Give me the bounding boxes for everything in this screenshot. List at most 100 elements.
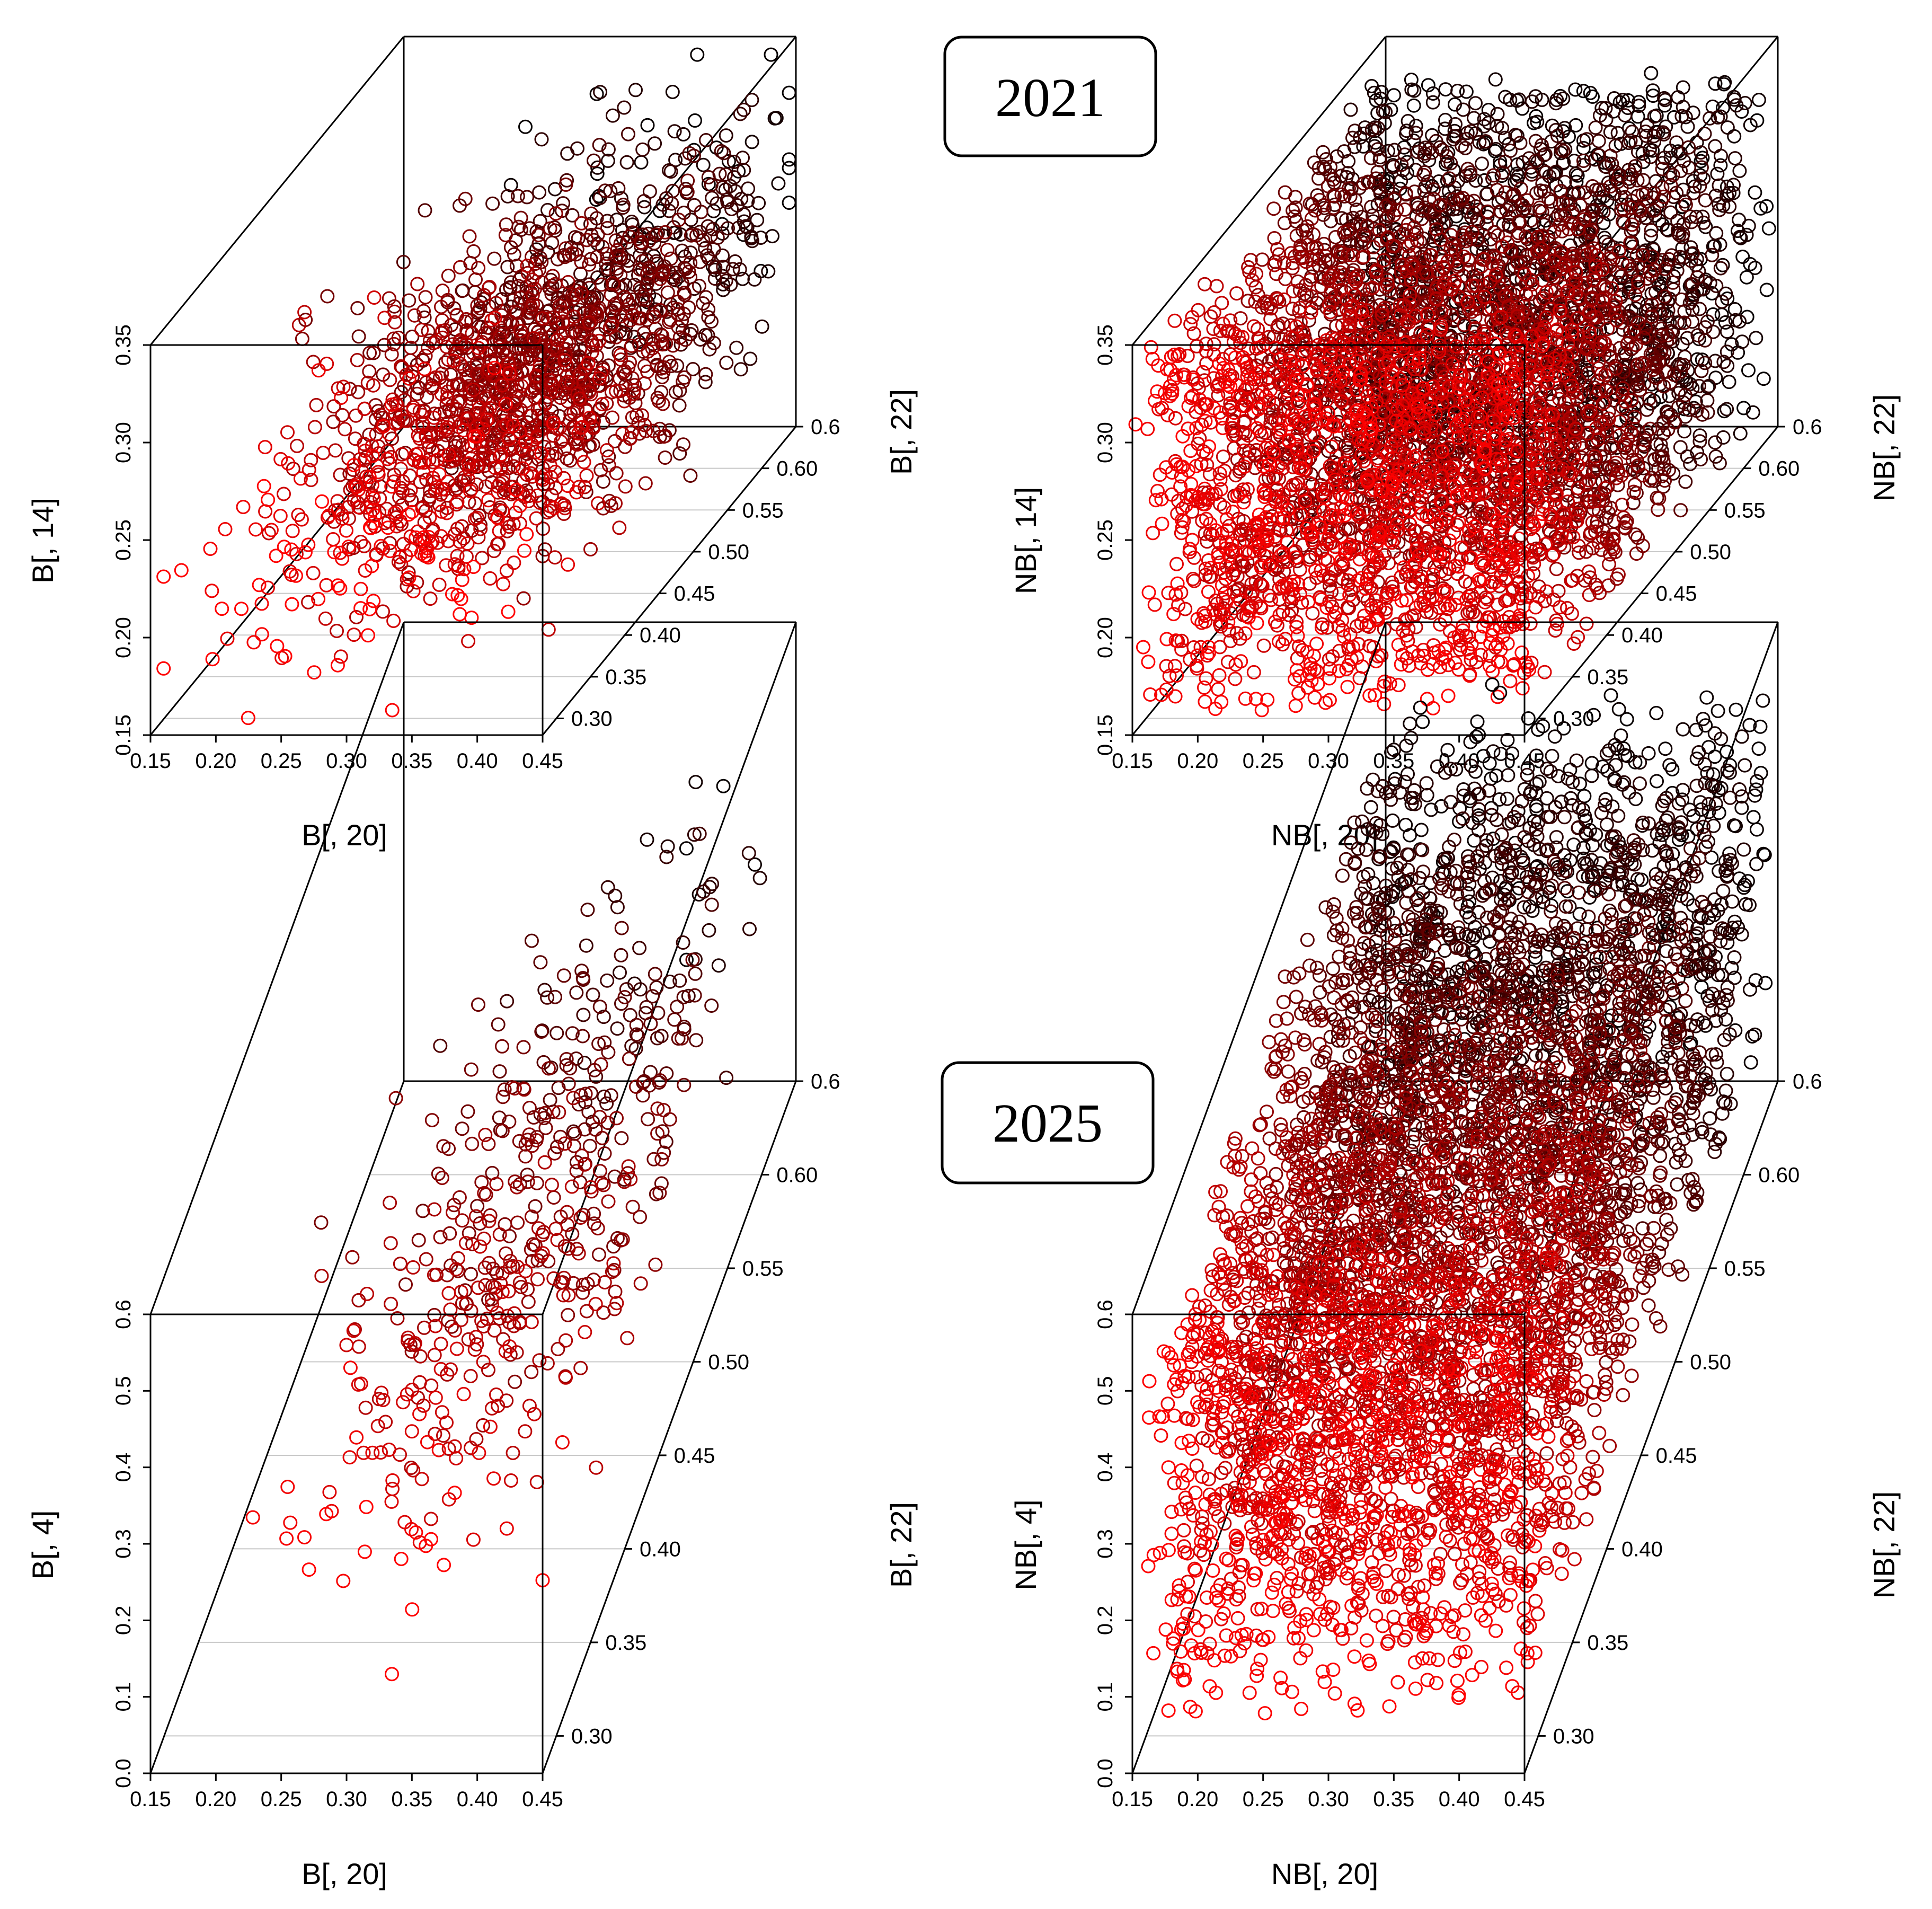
x-tick-label: 0.45 [522, 749, 563, 773]
data-point [1714, 148, 1728, 163]
data-point [351, 385, 366, 400]
data-point [704, 228, 718, 243]
data-point [1692, 302, 1707, 316]
data-point [462, 229, 477, 244]
data-point [417, 515, 432, 530]
data-point [1278, 185, 1292, 200]
data-point [333, 649, 348, 664]
data-point [518, 119, 533, 134]
data-point [285, 524, 300, 538]
data-point [339, 523, 353, 538]
data-point [285, 597, 299, 612]
data-point [541, 622, 556, 637]
data-point [297, 305, 312, 320]
data-point [519, 527, 534, 542]
data-point [315, 494, 329, 509]
data-point [698, 375, 713, 390]
data-point [520, 190, 534, 205]
data-point [579, 468, 594, 483]
data-point [418, 203, 432, 218]
data-point [728, 254, 742, 269]
data-point [330, 658, 345, 673]
data-point [706, 204, 721, 218]
data-point [683, 469, 698, 483]
data-point [724, 202, 739, 216]
data-point [628, 83, 643, 98]
data-point [1720, 324, 1734, 339]
data-point [1676, 80, 1690, 95]
data-point [639, 282, 653, 297]
data-point [598, 183, 613, 198]
data-point [637, 200, 652, 215]
data-point [1705, 248, 1720, 262]
y-tick-label: 0.40 [640, 624, 681, 647]
data-point [205, 584, 219, 598]
data-point [1713, 261, 1728, 276]
y-tick-label: 0.50 [708, 541, 749, 564]
data-point [731, 220, 746, 235]
data-point [735, 151, 750, 165]
data-point [261, 526, 276, 541]
data-point [507, 555, 521, 570]
data-point [732, 262, 747, 277]
data-point [672, 446, 687, 461]
data-point [320, 289, 335, 304]
data-point [1450, 84, 1465, 98]
data-point [423, 591, 438, 606]
data-point [590, 270, 605, 285]
x-tick-label: 0.30 [326, 749, 367, 773]
data-point [156, 569, 171, 584]
data-point [570, 141, 584, 156]
data-point [723, 277, 738, 292]
scatter3d-2021-nb: 0.15 0.20 0.25 0.30 0.35 0.40 0.450.150.200.25… [1009, 36, 1901, 852]
data-point [616, 200, 631, 215]
data-point [729, 340, 744, 355]
data-point [306, 565, 321, 580]
data-point [501, 604, 516, 619]
data-point [719, 128, 733, 143]
data-point [621, 253, 636, 268]
data-point [619, 155, 634, 170]
data-point [709, 140, 724, 155]
data-point [666, 220, 681, 235]
data-point [351, 329, 366, 344]
data-point [320, 356, 334, 371]
data-point [273, 509, 288, 523]
data-point [335, 408, 350, 422]
data-point [1671, 90, 1686, 105]
data-point [648, 136, 662, 151]
data-point [417, 361, 432, 376]
data-point [318, 611, 333, 626]
data-point [707, 271, 722, 286]
data-point [380, 452, 395, 466]
data-point [635, 236, 650, 251]
data-point [281, 456, 296, 471]
data-point [220, 631, 235, 646]
data-point [764, 47, 778, 62]
data-point [706, 335, 721, 350]
data-point [782, 152, 796, 167]
data-point [616, 326, 631, 341]
x-tick-label: 0.40 [457, 749, 498, 773]
data-point [704, 314, 719, 329]
data-point [534, 132, 549, 147]
data-point [316, 446, 331, 460]
data-point [1727, 129, 1742, 144]
data-point [601, 334, 616, 349]
data-point [680, 184, 695, 199]
data-point [410, 277, 425, 291]
data-point [510, 189, 525, 204]
data-point [499, 563, 514, 578]
data-point [1663, 205, 1678, 220]
data-point [639, 293, 653, 307]
data-point [487, 251, 502, 266]
data-point [680, 173, 695, 188]
data-point [203, 542, 218, 556]
data-point [551, 252, 565, 267]
data-point [716, 146, 731, 161]
data-point [511, 219, 526, 234]
data-point [721, 154, 736, 169]
data-point [309, 397, 324, 412]
data-point [1749, 331, 1763, 346]
data-point [270, 639, 285, 653]
